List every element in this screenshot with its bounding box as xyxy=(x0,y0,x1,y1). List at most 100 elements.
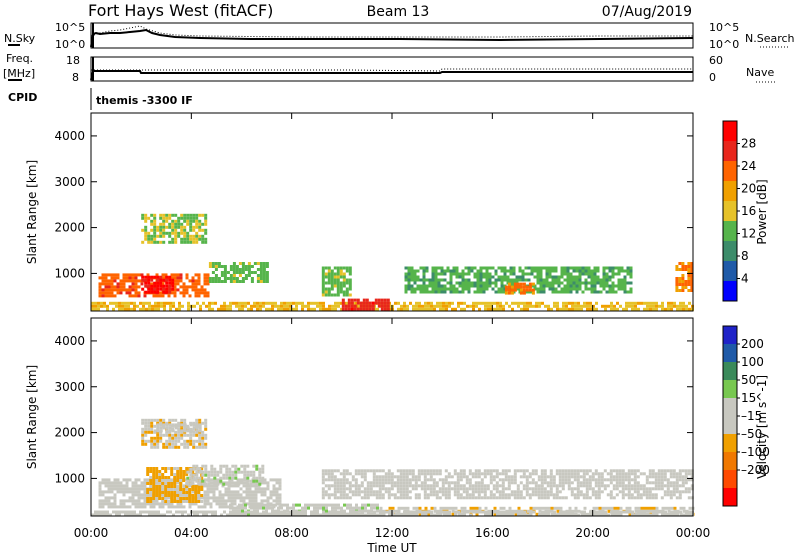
velocity-cell xyxy=(109,513,112,517)
power-cell xyxy=(121,307,124,311)
nsearch-tick-bottom: 10^0 xyxy=(709,38,739,51)
velocity-cell xyxy=(375,484,379,488)
power-cell xyxy=(684,283,688,286)
power-cell xyxy=(97,301,100,305)
power-cell xyxy=(153,216,157,220)
power-cell xyxy=(147,275,151,279)
power-cell xyxy=(174,240,178,244)
velocity-cell xyxy=(646,513,649,517)
power-cell xyxy=(455,266,459,270)
velocity-cell xyxy=(357,484,361,488)
velocity-cell xyxy=(239,493,243,497)
velocity-cell xyxy=(378,484,382,488)
power-cell xyxy=(629,287,633,291)
velocity-cell xyxy=(561,487,565,491)
power-cell xyxy=(162,284,166,288)
power-cell xyxy=(608,287,612,291)
power-cell xyxy=(186,240,190,244)
velocity-cell xyxy=(396,484,400,488)
velocity-cell xyxy=(421,510,424,514)
power-cell xyxy=(422,281,426,285)
power-cell xyxy=(204,228,208,232)
power-cell xyxy=(425,266,429,270)
power-cell xyxy=(470,281,474,285)
velocity-cell xyxy=(125,484,129,488)
velocity-cell xyxy=(414,475,418,479)
velocity-cell xyxy=(406,506,410,510)
power-cell xyxy=(147,216,151,220)
velocity-cell xyxy=(238,510,241,514)
power-cell xyxy=(485,275,489,279)
velocity-cell xyxy=(227,499,231,503)
power-cell xyxy=(147,284,151,288)
power-cell xyxy=(256,301,259,305)
velocity-cell xyxy=(179,482,183,485)
freq-panel: Freq. [MHz] 18 8 60 0 Nave xyxy=(3,52,776,84)
velocity-cell xyxy=(146,488,150,491)
power-cell xyxy=(464,287,468,291)
velocity-cell xyxy=(232,513,235,517)
velocity-cell xyxy=(233,484,237,488)
velocity-cell xyxy=(667,509,671,513)
power-cell xyxy=(413,272,417,276)
power-cell xyxy=(359,307,363,311)
power-cell xyxy=(524,272,528,276)
power-cell xyxy=(397,307,400,311)
power-cell xyxy=(194,273,198,277)
power-cell xyxy=(678,268,682,271)
velocity-cell xyxy=(259,513,262,517)
power-cell xyxy=(424,304,427,308)
power-cell xyxy=(434,290,438,294)
velocity-cell xyxy=(630,484,634,488)
velocity-cell xyxy=(342,496,346,500)
velocity-cell xyxy=(409,513,412,517)
power-cell xyxy=(204,222,208,226)
velocity-cell xyxy=(484,510,487,514)
velocity-cell xyxy=(107,478,111,482)
power-cell xyxy=(661,301,664,305)
velocity-cell xyxy=(197,496,201,500)
power-cell xyxy=(500,278,504,282)
power-cell xyxy=(575,275,579,279)
power-cell xyxy=(134,285,138,289)
power-cell xyxy=(336,272,340,276)
velocity-cell xyxy=(576,475,580,479)
velocity-cell xyxy=(196,510,199,514)
velocity-cell xyxy=(339,490,343,494)
velocity-cell xyxy=(176,485,180,488)
velocity-x-axis xyxy=(90,318,694,516)
velocity-cell xyxy=(381,481,385,485)
power-cell xyxy=(461,269,465,273)
power-cell xyxy=(301,304,304,308)
velocity-cell xyxy=(198,470,202,474)
power-cell xyxy=(174,234,178,238)
power-cell xyxy=(575,266,579,270)
velocity-cell xyxy=(571,512,575,516)
power-cell xyxy=(581,266,585,270)
power-cell xyxy=(286,304,289,308)
power-cell xyxy=(192,216,196,220)
velocity-colorbar-swatch xyxy=(723,398,737,417)
velocity-cell xyxy=(149,470,153,473)
power-cell xyxy=(428,278,432,282)
time-tick-label: 20:00 xyxy=(575,526,610,540)
power-cell xyxy=(341,304,345,308)
power-cell xyxy=(602,269,606,273)
velocity-cell xyxy=(167,496,171,500)
velocity-cell xyxy=(538,506,542,510)
velocity-cell xyxy=(174,418,178,422)
velocity-cell xyxy=(376,503,379,507)
velocity-cell xyxy=(342,484,346,488)
power-cell xyxy=(238,301,241,305)
velocity-cell xyxy=(224,502,228,506)
power-cell xyxy=(101,279,105,283)
velocity-cell xyxy=(98,490,102,494)
power-cell xyxy=(563,269,567,273)
power-cell xyxy=(422,275,426,279)
velocity-cell xyxy=(561,472,565,476)
power-cell xyxy=(434,275,438,279)
power-cell xyxy=(205,304,208,308)
velocity-cell xyxy=(354,490,358,494)
velocity-cell xyxy=(432,493,436,497)
velocity-cell xyxy=(170,497,174,500)
